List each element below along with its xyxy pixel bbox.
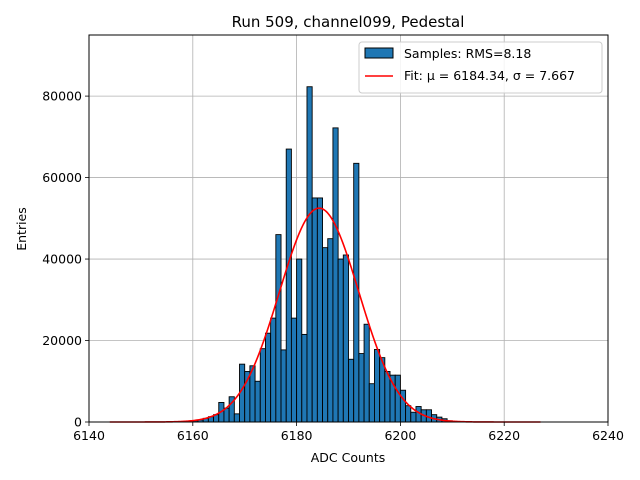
x-tick-label: 6180 bbox=[281, 428, 313, 443]
histogram-bar bbox=[254, 380, 261, 423]
x-tick-label: 6200 bbox=[384, 428, 416, 443]
histogram-bar bbox=[327, 238, 334, 423]
histogram-bar bbox=[316, 197, 323, 423]
y-tick-label: 60000 bbox=[42, 170, 82, 185]
legend-box bbox=[358, 41, 603, 94]
histogram-bar bbox=[353, 162, 360, 423]
histogram-bar bbox=[358, 353, 365, 423]
x-axis-ticks: 6140 6160 6180 6200 6220 6240 bbox=[73, 422, 624, 443]
histogram-bar bbox=[332, 127, 339, 423]
y-axis-ticks: 0 20000 40000 60000 80000 bbox=[42, 89, 89, 430]
histogram-bar bbox=[265, 332, 272, 423]
histogram-bar bbox=[405, 405, 412, 423]
y-axis-label: Entries bbox=[14, 207, 29, 251]
histogram-bar bbox=[270, 317, 277, 423]
histogram-bar bbox=[223, 407, 230, 423]
histogram-bar bbox=[275, 234, 282, 423]
x-tick-label: 6220 bbox=[488, 428, 520, 443]
histogram-bar bbox=[306, 86, 313, 423]
histogram-bar bbox=[322, 247, 329, 423]
histogram-bar bbox=[311, 197, 318, 423]
x-tick-label: 6240 bbox=[592, 428, 624, 443]
histogram-bar bbox=[368, 383, 375, 423]
histogram-bar bbox=[384, 371, 391, 423]
legend: Samples: RMS=8.18 Fit: μ = 6184.34, σ = … bbox=[358, 41, 603, 94]
y-tick-label: 40000 bbox=[42, 252, 82, 267]
y-tick-label: 0 bbox=[74, 415, 82, 430]
x-axis-label: ADC Counts bbox=[311, 450, 386, 465]
histogram-bar bbox=[290, 317, 298, 423]
y-tick-label: 80000 bbox=[42, 89, 82, 104]
histogram-bar bbox=[259, 348, 266, 423]
histogram-bars bbox=[192, 86, 458, 423]
legend-fit-label: Fit: μ = 6184.34, σ = 7.667 bbox=[404, 68, 575, 83]
x-tick-label: 6140 bbox=[73, 428, 105, 443]
histogram-bar bbox=[296, 258, 303, 423]
histogram-bar bbox=[394, 374, 401, 423]
legend-histogram-swatch bbox=[364, 47, 394, 59]
histogram-bar bbox=[399, 389, 407, 423]
histogram-bar bbox=[280, 349, 287, 423]
histogram-bar bbox=[348, 358, 355, 423]
histogram-bar bbox=[337, 258, 344, 423]
histogram-bar bbox=[285, 148, 292, 423]
histogram-bar bbox=[342, 254, 349, 423]
plot-frame bbox=[88, 34, 609, 423]
histogram-bar bbox=[301, 333, 308, 423]
y-tick-label: 20000 bbox=[42, 333, 82, 348]
x-tick-label: 6160 bbox=[177, 428, 209, 443]
histogram-bar bbox=[363, 323, 370, 423]
chart-title: Run 509, channel099, Pedestal bbox=[232, 13, 465, 31]
histogram-bar bbox=[233, 413, 240, 423]
legend-histogram-label: Samples: RMS=8.18 bbox=[404, 46, 531, 61]
histogram-bar bbox=[374, 349, 381, 423]
histogram-bar bbox=[410, 411, 417, 423]
